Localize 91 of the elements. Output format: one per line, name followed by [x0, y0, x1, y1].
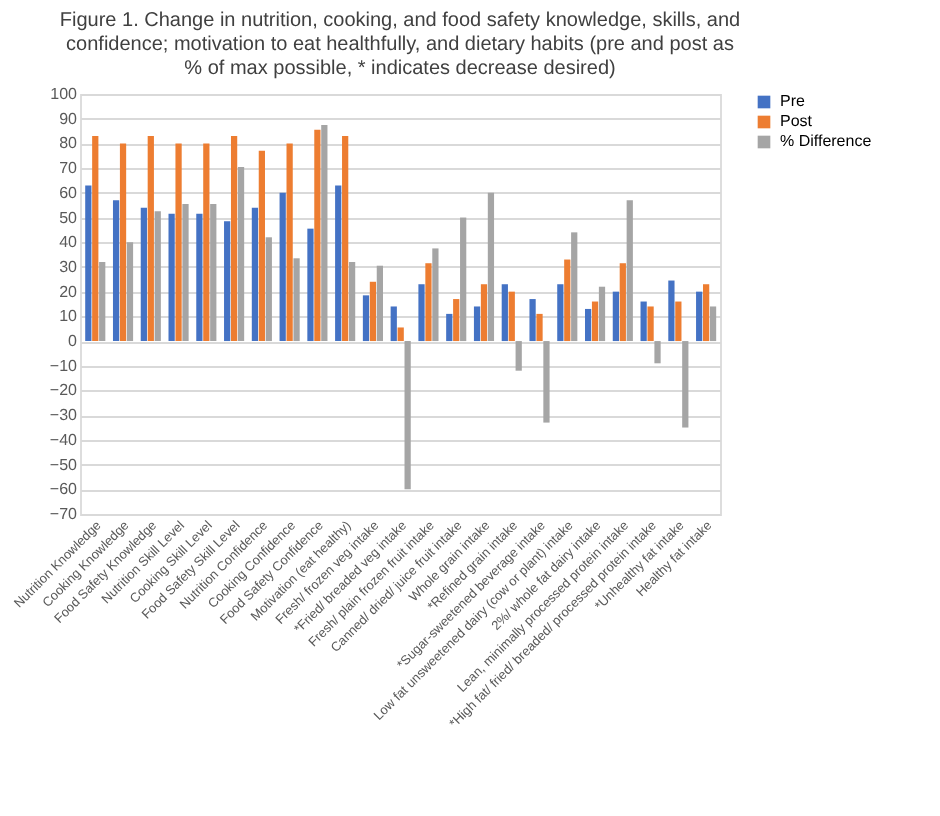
y-tick-label: −60 — [49, 480, 79, 499]
y-tick-label: −70 — [49, 505, 79, 523]
legend-label: Pre — [780, 92, 806, 110]
bar — [119, 143, 127, 342]
bar — [682, 341, 689, 428]
bar — [668, 280, 675, 342]
bar — [286, 143, 293, 342]
bar — [529, 299, 536, 342]
bar — [182, 203, 189, 342]
bar — [480, 284, 488, 342]
bar — [612, 291, 619, 342]
bar — [147, 136, 154, 342]
bar — [224, 221, 231, 342]
bar — [175, 143, 182, 342]
y-tick-label: 30 — [59, 257, 79, 276]
bar — [154, 211, 161, 342]
y-tick-label: 100 — [50, 85, 79, 103]
bar — [376, 265, 383, 342]
bar — [543, 341, 550, 423]
bar — [237, 166, 245, 342]
bar — [251, 207, 259, 342]
bar — [473, 306, 481, 342]
bar — [557, 284, 564, 342]
bar — [362, 295, 370, 342]
y-tick-label: −30 — [49, 406, 79, 425]
bar — [314, 129, 321, 342]
y-tick-label: 50 — [59, 208, 79, 227]
bar — [696, 291, 703, 342]
y-tick-label: −50 — [49, 455, 79, 474]
bar — [598, 286, 606, 342]
bar — [321, 124, 328, 342]
bar — [640, 301, 647, 342]
bar — [536, 313, 543, 342]
y-tick-label: 90 — [59, 109, 79, 128]
bar — [112, 200, 120, 342]
bar — [279, 192, 286, 342]
bar — [591, 301, 599, 342]
y-tick-label: 40 — [59, 233, 79, 252]
y-tick-label: −10 — [49, 356, 79, 375]
bar — [508, 291, 515, 342]
chart-title: Figure 1. Change in nutrition, cooking, and food safety knowledge, skills, and confidence; motivation to eat healthfully, and dietary habits (pre and post as % of max possible, * indicates decrease desired) — [59, 10, 741, 80]
bar — [203, 143, 210, 342]
y-tick-label: −40 — [49, 430, 79, 449]
bar — [210, 203, 217, 342]
bar — [418, 284, 425, 342]
bar — [626, 200, 633, 342]
bar — [293, 258, 300, 342]
bar — [126, 242, 134, 342]
bar — [432, 248, 439, 342]
bar — [619, 263, 626, 342]
bar — [425, 263, 432, 342]
bar — [584, 308, 592, 342]
bar — [571, 232, 578, 342]
bar — [196, 213, 203, 342]
y-tick-label: 60 — [59, 183, 79, 202]
bar — [230, 136, 238, 342]
bar — [265, 237, 272, 342]
bar — [307, 228, 314, 342]
bar — [342, 136, 349, 342]
bar — [369, 281, 377, 342]
bar — [85, 185, 92, 342]
bar — [397, 327, 404, 342]
bar — [709, 306, 717, 342]
y-tick-label: 10 — [59, 307, 79, 326]
bar — [515, 341, 522, 371]
bar — [564, 259, 571, 342]
bar — [404, 341, 411, 490]
bar — [654, 341, 661, 364]
bar — [487, 192, 495, 342]
y-tick-label: 80 — [59, 134, 79, 153]
bar — [168, 213, 175, 342]
bar — [647, 306, 654, 342]
bar — [258, 150, 265, 342]
legend-label: % Difference — [780, 132, 873, 150]
bar — [702, 284, 710, 342]
y-tick-label: −20 — [49, 381, 79, 400]
bar — [348, 262, 356, 342]
bar — [99, 262, 106, 342]
bar — [453, 299, 460, 342]
bar — [92, 136, 99, 342]
y-tick-label: 0 — [68, 332, 79, 351]
y-tick-label: 20 — [59, 282, 79, 301]
y-tick-label: 70 — [59, 159, 79, 178]
bar — [390, 306, 397, 342]
bar — [335, 185, 342, 342]
legend-label: Post — [780, 112, 814, 130]
bar — [140, 207, 147, 342]
bar — [501, 284, 508, 342]
bar — [675, 301, 682, 342]
bar — [446, 313, 453, 342]
bar — [460, 217, 467, 342]
